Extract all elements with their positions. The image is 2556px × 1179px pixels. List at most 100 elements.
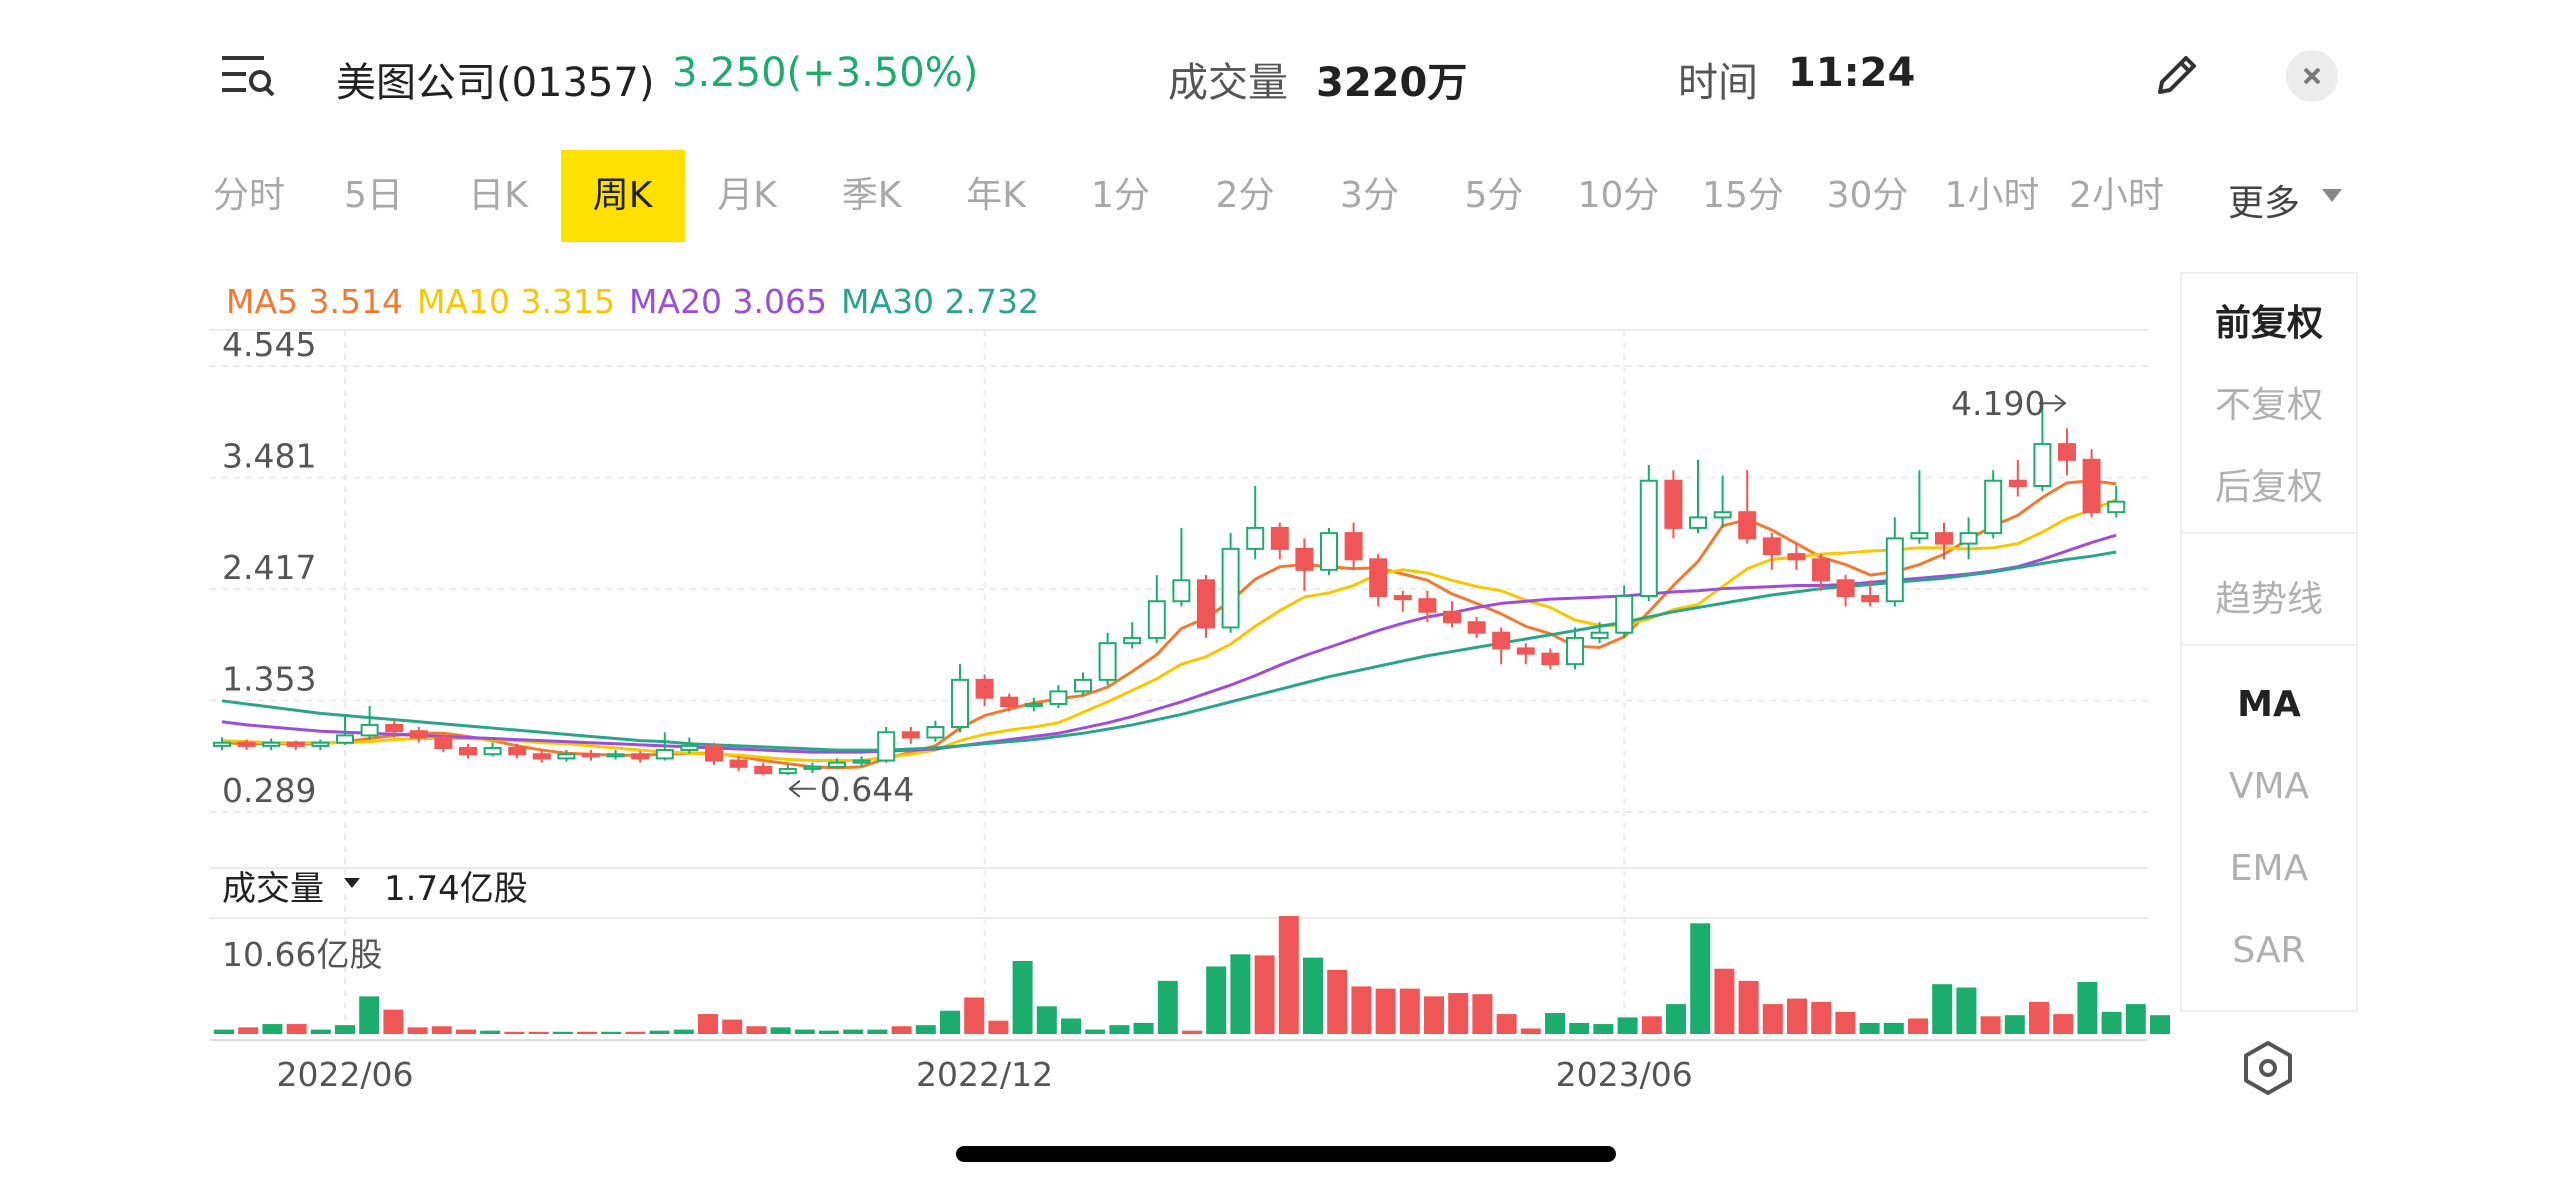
candle-body (1959, 532, 1978, 545)
volume-bar (1980, 1016, 2001, 1034)
tab-16[interactable]: 2小时 (2069, 175, 2164, 216)
tab-10[interactable]: 3分 (1340, 175, 1399, 216)
side-item-5[interactable]: MA (2237, 684, 2301, 725)
caret-down-icon (344, 878, 360, 888)
tab-3[interactable]: 日K (468, 175, 528, 216)
volume-bar (746, 1026, 767, 1034)
candle-body (360, 723, 379, 737)
tab-15[interactable]: 1小时 (1944, 175, 2040, 216)
volume-bar (2150, 1015, 2170, 1034)
tab-4[interactable]: 周K (560, 150, 685, 242)
tab-9[interactable]: 2分 (1215, 175, 1275, 216)
volume-bar (1593, 1024, 1614, 1034)
volume-bar (1859, 1022, 1880, 1034)
candle-body (2107, 500, 2126, 514)
ma-line-ma30 (221, 550, 2117, 752)
tab-6[interactable]: 季K (841, 175, 902, 216)
volume-bar (407, 1027, 428, 1034)
volume-bar (2101, 1011, 2122, 1034)
candle-body (828, 761, 846, 768)
volume-bar (552, 1031, 573, 1034)
candle-body (1443, 610, 1461, 624)
candle-body (1074, 678, 1092, 693)
divider (2182, 532, 2356, 534)
volume-bar (1303, 957, 1323, 1034)
volume-bar (2125, 1004, 2146, 1034)
volume-bar (915, 1025, 936, 1034)
volume-bar (819, 1030, 839, 1034)
volume-bar (335, 1025, 355, 1034)
candle-body (336, 734, 354, 744)
candle-body (557, 753, 576, 760)
volume-bar (1956, 987, 1977, 1034)
candle-body (1221, 547, 1240, 629)
candle-body (1172, 579, 1191, 603)
side-item-2[interactable]: 不复权 (2214, 385, 2323, 426)
volume-bar (528, 1031, 549, 1034)
volume-bar (698, 1014, 718, 1034)
candle-body (532, 753, 551, 760)
candle-body (1369, 558, 1388, 598)
tab-14[interactable]: 30分 (1826, 175, 1909, 216)
candle-body (803, 765, 822, 770)
candle-body (680, 744, 699, 752)
candle-body (1935, 532, 1953, 545)
volume-bar (1133, 1022, 1154, 1034)
more-button[interactable]: 更多 (2228, 183, 2301, 224)
side-item-1[interactable]: 前复权 (2214, 303, 2323, 344)
close-button[interactable] (2286, 50, 2338, 102)
candle-body (1664, 479, 1683, 529)
chevron-down-icon (2322, 189, 2342, 202)
volume-bar (577, 1031, 597, 1034)
candle-body (1590, 631, 1609, 639)
candle-body (655, 749, 674, 760)
side-item-3[interactable]: 后复权 (2214, 467, 2323, 508)
volume-bar (1496, 1014, 1517, 1034)
volume-bar (2004, 1015, 2025, 1034)
candle-body (2033, 443, 2052, 487)
volume-bar (1472, 994, 1493, 1034)
tab-11[interactable]: 5分 (1464, 175, 1524, 216)
y-tick-label: 1.353 (222, 660, 316, 699)
side-item-4[interactable]: 趋势线 (2214, 579, 2323, 620)
candle-body (951, 678, 969, 729)
menu-search-icon[interactable] (222, 52, 276, 100)
volume-bar (649, 1030, 670, 1034)
candle-body (606, 753, 625, 758)
candle-body (1024, 702, 1043, 708)
candle-body (434, 736, 453, 749)
side-item-6[interactable]: VMA (2228, 766, 2310, 807)
y-tick-label: 3.481 (222, 437, 316, 476)
tab-5[interactable]: 月K (717, 175, 777, 216)
volume-bar (1520, 1028, 1541, 1034)
hexagon-settings-icon[interactable] (2238, 1038, 2298, 1098)
home-indicator (956, 1146, 1616, 1162)
volume-bar (238, 1027, 259, 1034)
stock-name: 美图公司(01357) (336, 60, 655, 106)
candle-body (754, 765, 773, 775)
volume-bar (1932, 984, 1953, 1034)
volume-bar (722, 1019, 743, 1034)
candle-body (1615, 595, 1634, 634)
volume-bar (1835, 1011, 1856, 1034)
candle-body (729, 759, 748, 768)
side-item-8[interactable]: SAR (2232, 930, 2306, 971)
stock-price-change: 3.250(+3.50%) (672, 50, 979, 96)
volume-bar (1012, 960, 1033, 1034)
tab-13[interactable]: 15分 (1702, 175, 1784, 216)
time-value: 11:24 (1788, 50, 1916, 96)
tab-1[interactable]: 分时 (212, 175, 285, 216)
volume-bar (1641, 1016, 1662, 1034)
tab-2[interactable]: 5日 (344, 175, 403, 216)
side-item-7[interactable]: EMA (2229, 848, 2309, 889)
tab-8[interactable]: 1分 (1091, 175, 1150, 216)
ma-legend-item: MA20 3.065 (629, 282, 828, 321)
candle-body (1295, 547, 1314, 571)
volume-value: 3220万 (1316, 60, 1468, 106)
ma-legend-item: MA30 2.732 (841, 282, 1040, 321)
pencil-icon[interactable] (2152, 50, 2202, 100)
tab-7[interactable]: 年K (966, 175, 1026, 216)
x-axis-label: 2022/12 (916, 1055, 1053, 1094)
tab-12[interactable]: 10分 (1577, 175, 1660, 216)
